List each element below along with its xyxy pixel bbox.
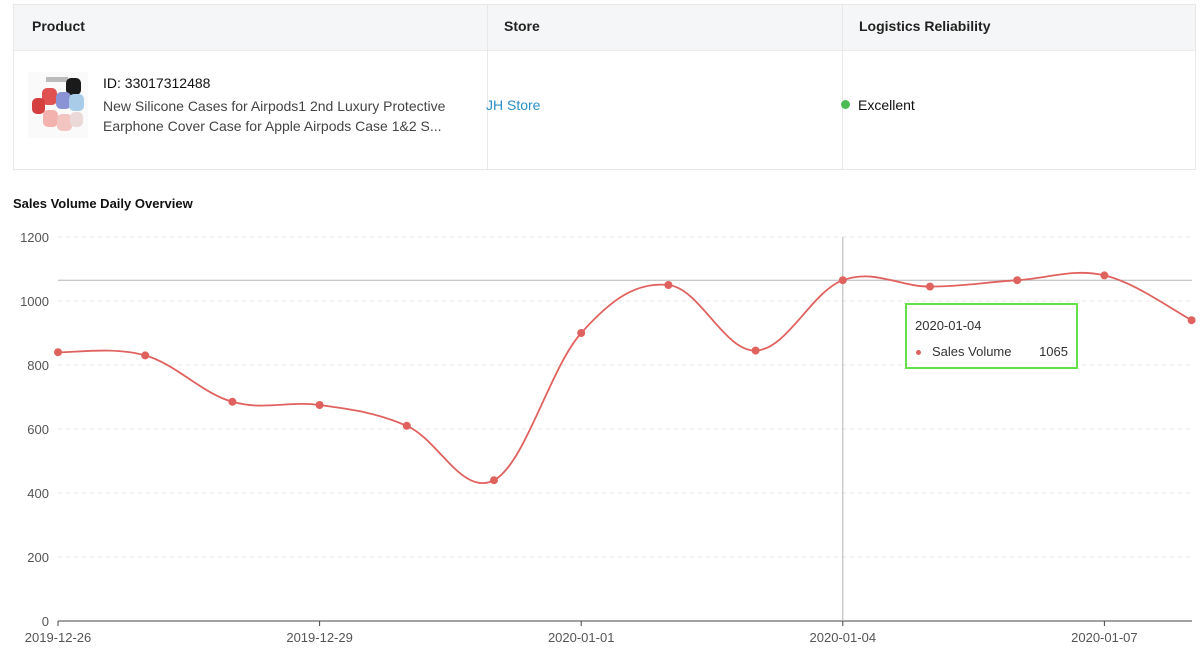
x-tick-label: 2019-12-29 bbox=[286, 630, 353, 645]
data-point bbox=[141, 351, 150, 360]
x-tick-label: 2020-01-07 bbox=[1071, 630, 1138, 645]
airpods-case-thumbnail-icon bbox=[28, 72, 88, 138]
data-point bbox=[751, 346, 760, 355]
data-point bbox=[1187, 316, 1196, 325]
header-store: Store bbox=[504, 18, 540, 34]
y-tick-label: 400 bbox=[27, 486, 49, 501]
column-divider bbox=[842, 5, 843, 169]
data-point bbox=[926, 282, 934, 291]
column-divider bbox=[487, 5, 488, 169]
data-point bbox=[402, 421, 411, 430]
data-point bbox=[838, 276, 847, 285]
x-tick-label: 2020-01-04 bbox=[810, 630, 877, 645]
x-tick-label: 2020-01-01 bbox=[548, 630, 615, 645]
y-tick-label: 800 bbox=[27, 358, 49, 373]
y-tick-label: 200 bbox=[27, 550, 49, 565]
series-dot-icon bbox=[916, 350, 921, 355]
data-point bbox=[228, 397, 237, 406]
logistics-status: Excellent bbox=[841, 97, 915, 113]
y-tick-label: 0 bbox=[42, 614, 49, 629]
sales-volume-chart[interactable]: 0 200 400 600 800 1000 1200 2019-12-26 2019-12-2… bbox=[0, 220, 1200, 671]
store-link[interactable]: JH Store bbox=[486, 97, 541, 113]
product-title[interactable]: New Silicone Cases for Airpods1 2nd Luxu… bbox=[103, 98, 446, 134]
y-tick-label: 600 bbox=[27, 422, 49, 437]
status-dot-icon bbox=[841, 100, 850, 109]
tooltip-value: 1065 bbox=[1039, 344, 1068, 359]
tooltip-date: 2020-01-04 bbox=[915, 318, 982, 333]
data-point bbox=[54, 348, 62, 357]
y-tick-label: 1000 bbox=[20, 294, 49, 309]
logistics-status-label: Excellent bbox=[858, 97, 915, 113]
data-point bbox=[664, 281, 673, 289]
data-point bbox=[315, 401, 324, 409]
data-point bbox=[1013, 276, 1022, 285]
data-point bbox=[490, 476, 498, 485]
product-id: ID: 33017312488 bbox=[103, 75, 211, 91]
product-thumbnail[interactable] bbox=[28, 72, 88, 138]
product-table: Product Store Logistics Reliability bbox=[13, 4, 1196, 170]
header-product: Product bbox=[32, 18, 85, 34]
series-line-sales-volume bbox=[57, 271, 1193, 484]
chart-tooltip: 2020-01-04 Sales Volume 1065 bbox=[905, 303, 1078, 369]
table-header: Product Store Logistics Reliability bbox=[14, 5, 1195, 51]
y-tick-label: 1200 bbox=[20, 230, 49, 245]
data-point bbox=[577, 329, 586, 337]
data-point bbox=[1100, 271, 1109, 280]
tooltip-series-name: Sales Volume bbox=[932, 344, 1012, 359]
x-tick-label: 2019-12-26 bbox=[25, 630, 92, 645]
header-logistics: Logistics Reliability bbox=[859, 18, 991, 34]
chart-title: Sales Volume Daily Overview bbox=[13, 196, 193, 211]
